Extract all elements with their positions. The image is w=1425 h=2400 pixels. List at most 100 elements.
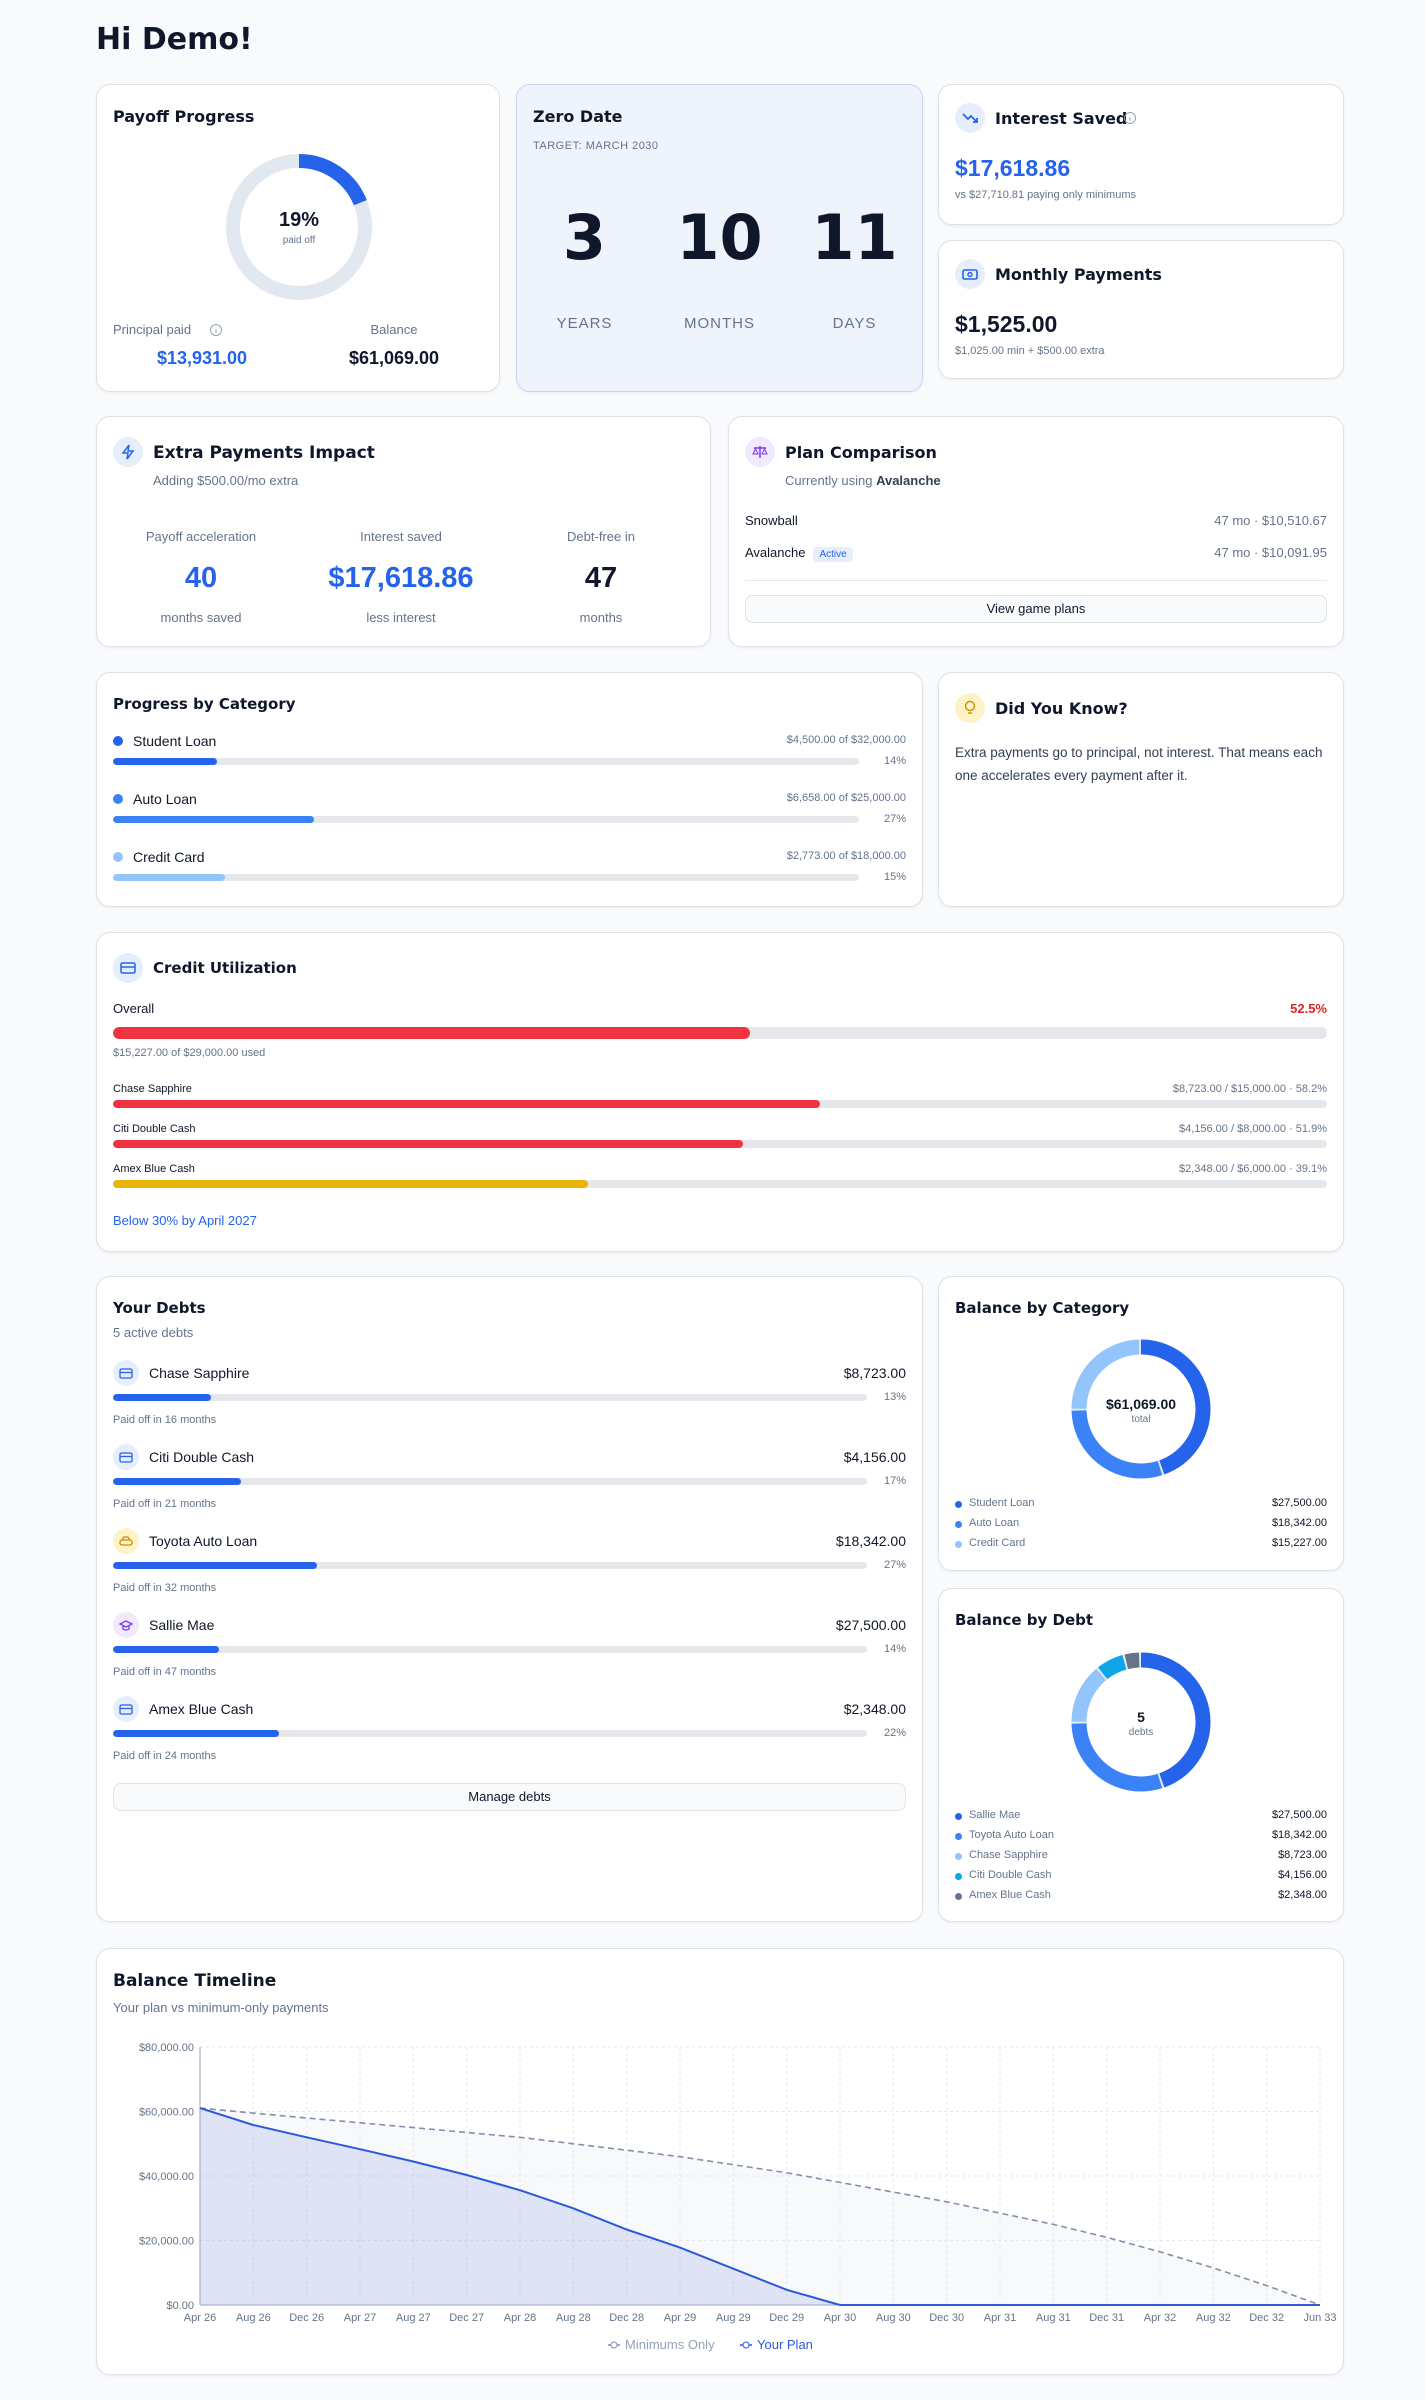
legend-icon xyxy=(610,2341,618,2349)
x-tick-label: Aug 27 xyxy=(396,2312,431,2324)
donut-segment xyxy=(1071,1339,1211,1479)
overall-value: 52.5% xyxy=(1290,1001,1327,1016)
x-tick-label: Apr 27 xyxy=(344,2312,376,2324)
divider xyxy=(745,580,1327,581)
x-tick-label: Apr 31 xyxy=(984,2312,1016,2324)
overall-note: $15,227.00 of $29,000.00 used xyxy=(113,1047,266,1059)
category-detail: $4,500.00 of $32,000.00 xyxy=(786,734,906,746)
legend-dot xyxy=(113,736,123,746)
card-title: Did You Know? xyxy=(995,699,1128,718)
category-name: Credit Card xyxy=(133,849,205,865)
debt-percent: 13% xyxy=(883,1391,906,1403)
track xyxy=(113,1140,1327,1148)
plan-name: Avalanche xyxy=(745,545,806,560)
current-plan: Avalanche xyxy=(876,473,941,488)
x-tick-label: Dec 29 xyxy=(769,2312,804,2324)
debt-payoff: Paid off in 47 months xyxy=(113,1666,217,1678)
debt-percent: 27% xyxy=(883,1559,906,1571)
plan-detail: 47 mo · $10,510.67 xyxy=(1214,513,1327,528)
category-detail: $2,773.00 of $18,000.00 xyxy=(786,850,906,862)
icon xyxy=(955,259,985,289)
area xyxy=(200,2108,1320,2305)
debt-balance: $4,156.00 xyxy=(843,1449,906,1465)
card-title: Credit Utilization xyxy=(153,959,297,977)
debt-balance: $8,723.00 xyxy=(843,1365,906,1381)
card-title: Balance by Category xyxy=(955,1299,1130,1317)
x-tick-label: Aug 32 xyxy=(1196,2312,1231,2324)
y-tick-label: $60,000.00 xyxy=(139,2107,194,2119)
debt-icon xyxy=(113,1360,139,1386)
monthly-payments-card: Monthly Payments $1,525.00 $1,025.00 min… xyxy=(938,240,1344,379)
x-tick-label: Dec 28 xyxy=(609,2312,644,2324)
bar xyxy=(113,1478,242,1485)
badge: Active xyxy=(813,547,853,562)
balance-by-debt-card: Balance by Debt 5 debts Sallie Mae $27,50… xyxy=(938,1588,1344,1922)
x-tick-label: Apr 32 xyxy=(1144,2312,1176,2324)
x-tick-label: Dec 31 xyxy=(1089,2312,1124,2324)
manage-debts-button[interactable]: Manage debts xyxy=(113,1783,906,1811)
card-detail: $2,348.00 / $6,000.00 · 39.1% xyxy=(1178,1163,1327,1175)
track xyxy=(113,1100,1327,1108)
category-name: Auto Loan xyxy=(133,791,197,807)
stat-value: 40 xyxy=(184,562,218,594)
plan-row: Snowball xyxy=(745,513,798,528)
view-plans-button[interactable]: View game plans xyxy=(745,595,1327,623)
unit-label: DAYS xyxy=(832,315,877,332)
track xyxy=(113,1027,1327,1039)
x-tick-label: Aug 31 xyxy=(1036,2312,1071,2324)
balance: $61,069.00 xyxy=(348,348,440,368)
debt-name: Sallie Mae xyxy=(149,1617,215,1633)
interest-saved-card: Interest Saved $17,618.86 vs $27,710.81 … xyxy=(938,84,1344,225)
plan-name: Snowball xyxy=(745,513,798,528)
x-tick-label: Jun 33 xyxy=(1303,2312,1336,2324)
subtitle: Currently using Avalanche xyxy=(785,473,941,488)
overall-label: Overall xyxy=(113,1001,155,1016)
line xyxy=(199,2107,1320,2306)
icon xyxy=(113,953,143,983)
label: Principal paid xyxy=(113,322,192,337)
legend-value: $8,723.00 xyxy=(1278,1849,1327,1861)
icon-glyph xyxy=(119,1536,133,1546)
category-name: Student Loan xyxy=(133,733,217,749)
legend-dot xyxy=(955,1853,962,1860)
debt-payoff: Paid off in 24 months xyxy=(113,1750,217,1762)
debt-icon xyxy=(113,1444,139,1470)
card-title: Progress by Category xyxy=(113,695,296,713)
donut-segment xyxy=(1071,1339,1211,1479)
legend-name: Auto Loan xyxy=(969,1517,1020,1529)
x-tick-label: Dec 32 xyxy=(1249,2312,1284,2324)
stat-label: Interest saved xyxy=(360,529,442,544)
legend-dot xyxy=(955,1813,962,1820)
icon xyxy=(113,437,143,467)
balance-by-category-card: Balance by Category $61,069.00 total Stu… xyxy=(938,1276,1344,1571)
subtitle: Adding $500.00/mo extra xyxy=(153,473,299,488)
debt-payoff: Paid off in 16 months xyxy=(113,1414,217,1426)
icon-glyph xyxy=(119,1368,133,1379)
legend-label: Minimums Only xyxy=(625,2337,715,2352)
bar xyxy=(113,1180,588,1188)
y-tick-label: $0.00 xyxy=(166,2300,194,2312)
card-title: Extra Payments Impact xyxy=(153,443,375,463)
card-title: Balance Timeline xyxy=(113,1971,277,1991)
donut-segment xyxy=(1071,1652,1211,1792)
legend-value: $15,227.00 xyxy=(1271,1537,1327,1549)
x-tick-label: Dec 30 xyxy=(929,2312,964,2324)
center-value: $61,069.00 xyxy=(1105,1396,1177,1412)
note: $1,025.00 min + $500.00 extra xyxy=(955,345,1105,357)
legend-dot xyxy=(955,1833,962,1840)
zero-date-card: Zero Date TARGET: MARCH 2030 3 YEARS 10 MON… xyxy=(516,84,923,392)
stat-caption: months saved xyxy=(160,610,242,625)
stat-value: $17,618.86 xyxy=(328,562,474,594)
target: TARGET: MARCH 2030 xyxy=(533,140,659,152)
percent: 19% xyxy=(278,209,320,231)
principal-paid: $13,931.00 xyxy=(156,348,248,368)
debt-icon xyxy=(113,1528,139,1554)
did-you-know-card: Did You Know? Extra payments go to princ… xyxy=(938,672,1344,907)
card-name: Citi Double Cash xyxy=(113,1123,196,1135)
card-name: Amex Blue Cash xyxy=(113,1163,195,1175)
plan-row: Avalanche Active xyxy=(745,545,853,562)
balance-timeline-card: Balance Timeline Your plan vs minimum-on… xyxy=(96,1948,1344,2375)
x-tick-label: Apr 30 xyxy=(824,2312,856,2324)
legend-value: $4,156.00 xyxy=(1278,1869,1327,1881)
category-percent: 14% xyxy=(883,755,906,767)
